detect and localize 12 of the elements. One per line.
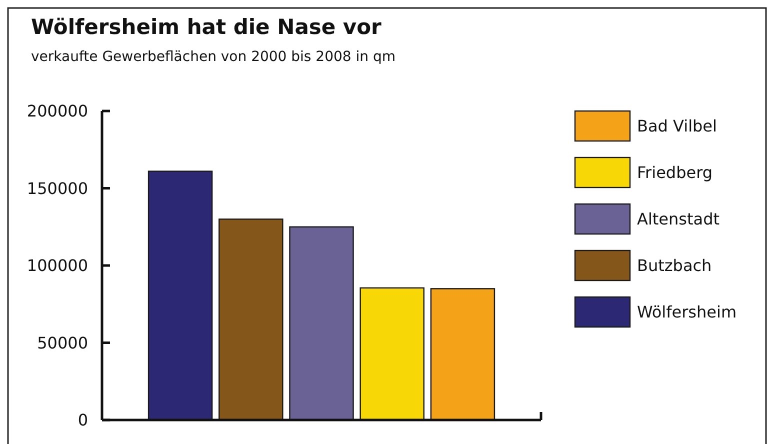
y-tick-label: 0 [78, 410, 88, 430]
y-tick-label: 150000 [26, 178, 88, 198]
legend-label: Friedberg [637, 163, 713, 182]
chart-title: Wölfersheim hat die Nase vor [31, 15, 382, 39]
legend-label: Wölfersheim [637, 302, 737, 322]
legend-label: Bad Vilbel [637, 116, 717, 136]
y-tick-label: 100000 [26, 256, 88, 276]
chart-subtitle: verkaufte Gewerbeflächen von 2000 bis 2008 in qm [31, 49, 396, 65]
y-tick-label: 50000 [37, 333, 88, 352]
legend-label: Butzbach [637, 256, 712, 276]
legend-label: Altenstadt [637, 210, 720, 229]
y-tick-label: 200000 [26, 102, 88, 121]
